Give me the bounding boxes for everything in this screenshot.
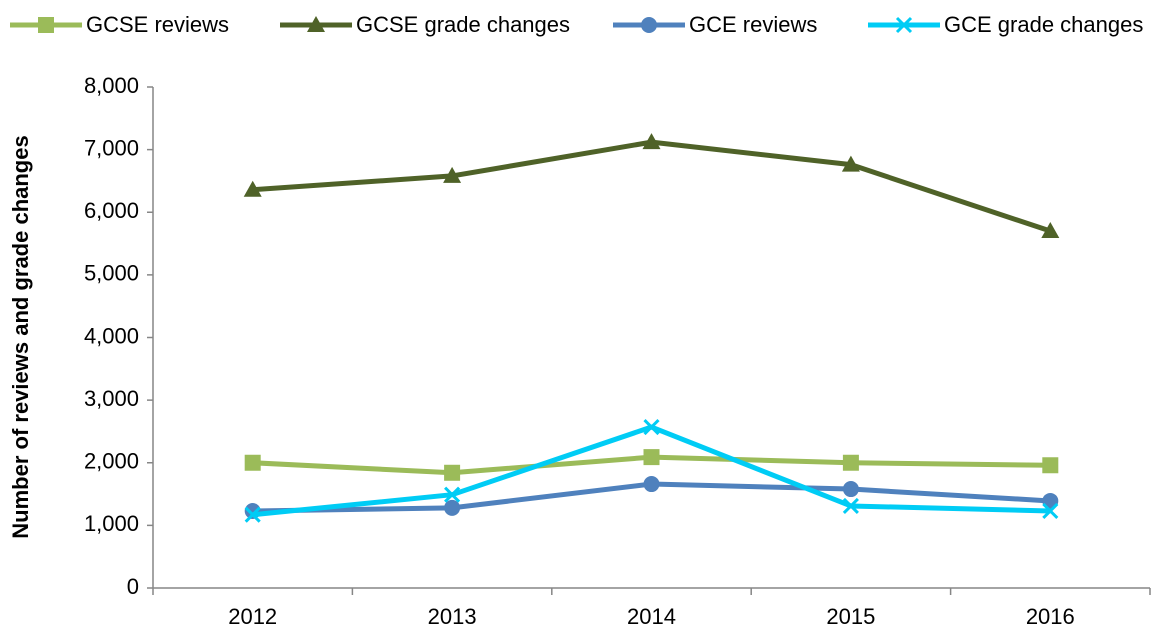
marker: [642, 133, 661, 150]
x-tick-label: 2013: [428, 604, 477, 629]
legend-marker: [38, 17, 54, 33]
y-tick-label: 7,000: [84, 135, 139, 160]
y-tick-label: 4,000: [84, 323, 139, 348]
marker: [643, 476, 660, 493]
marker: [842, 454, 859, 471]
legend-marker: [307, 16, 325, 32]
legend-marker: [641, 17, 657, 33]
x-tick-label: 2014: [627, 604, 676, 629]
legend-marker: [895, 16, 913, 34]
marker: [444, 464, 461, 481]
marker: [842, 497, 859, 515]
marker: [244, 454, 261, 471]
legend-label: GCE reviews: [689, 12, 817, 37]
marker: [841, 155, 860, 172]
y-tick-label: 3,000: [84, 386, 139, 411]
marker: [243, 180, 262, 197]
y-axis-label: Number of reviews and grade changes: [8, 135, 33, 538]
marker: [244, 506, 261, 523]
x-tick-label: 2016: [1026, 604, 1075, 629]
x-tick-label: 2015: [826, 604, 875, 629]
y-tick-label: 2,000: [84, 449, 139, 474]
marker: [443, 166, 462, 183]
marker: [643, 418, 660, 436]
marker: [444, 486, 461, 503]
x-tick-label: 2012: [228, 604, 277, 629]
marker: [1042, 502, 1059, 520]
legend-label: GCSE reviews: [86, 12, 229, 37]
marker: [444, 499, 461, 516]
marker: [1041, 222, 1060, 239]
series-line: [252, 139, 1052, 234]
y-tick-label: 0: [127, 574, 139, 599]
marker: [1042, 457, 1059, 474]
legend-label: GCE grade changes: [944, 12, 1143, 37]
y-tick-label: 6,000: [84, 198, 139, 223]
marker: [842, 481, 859, 498]
y-tick-label: 1,000: [84, 511, 139, 536]
legend-label: GCSE grade changes: [356, 12, 570, 37]
marker: [643, 449, 660, 466]
y-tick-label: 8,000: [84, 73, 139, 98]
y-tick-label: 5,000: [84, 261, 139, 286]
